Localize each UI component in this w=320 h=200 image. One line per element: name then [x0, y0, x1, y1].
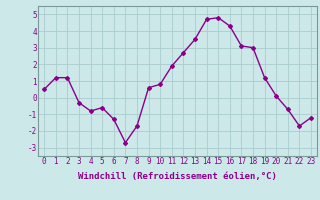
X-axis label: Windchill (Refroidissement éolien,°C): Windchill (Refroidissement éolien,°C): [78, 172, 277, 181]
